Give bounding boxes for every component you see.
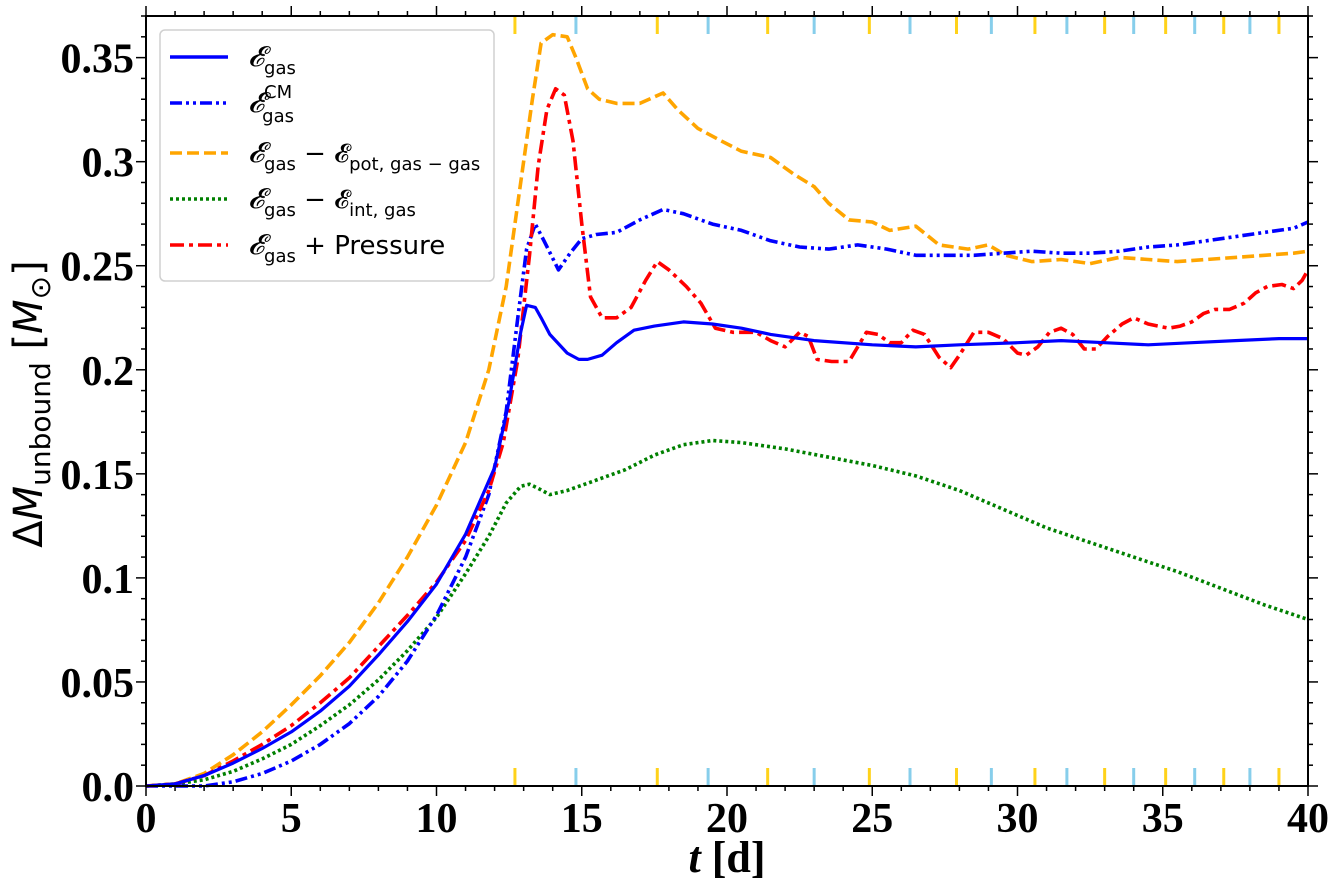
legend-label-sub: gas [264,200,296,221]
legend-label-rest: − 𝓔 [296,185,352,215]
y-tick-label: 0.3 [82,141,135,187]
legend-label-sup: CM [264,82,292,103]
plot-layer [145,16,1310,788]
y-axis-title-close: ] [6,260,52,276]
series-line-3 [145,438,1309,788]
x-tick-label: 25 [851,796,893,842]
x-tick-label: 10 [416,796,458,842]
legend-label-rest-sub: int, gas [349,200,416,221]
x-tick-label: 20 [706,796,748,842]
legend-label-sub: gas [264,246,296,267]
legend-label-rest-sub: pot, gas − gas [349,154,480,175]
y-tick-label: 0.2 [82,349,135,395]
x-tick-label: 5 [281,796,302,842]
y-axis-title-open: [ [6,334,52,362]
y-tick-label: 0.25 [61,245,135,291]
legend-label-rest: − 𝓔 [296,139,352,169]
y-axis-title-unit-sun: ⊙ [24,276,57,299]
ticks-layer [136,6,1318,796]
series-line-1 [146,207,1309,788]
series-line-4 [145,87,1310,788]
y-tick-label: 0.15 [61,453,135,499]
y-axis-title-sub: unbound [24,362,57,486]
x-tick-label: 30 [997,796,1039,842]
y-axis-title-m: M [6,486,52,521]
y-axis-title-unit-m: M [6,299,52,334]
y-axis-title-delta: Δ [6,520,52,548]
y-tick-label: 0.35 [61,37,135,83]
y-tick-label: 0.05 [61,661,135,707]
x-axis-title-unit: [d] [701,833,766,882]
x-tick-label: 40 [1287,796,1329,842]
y-axis-title: ΔMunbound [M⊙] [6,260,57,547]
legend-label-sub: gas [262,106,294,127]
legend-label: 𝓔CM gas [248,82,294,127]
x-tick-label: 0 [136,796,157,842]
legend-label-sub: gas [264,154,296,175]
legend-label-sub: gas [264,58,296,79]
x-tick-label: 15 [561,796,603,842]
legend-box [159,29,495,282]
series-line-0 [145,303,1308,788]
y-tick-label: 0.1 [82,557,135,603]
tick-labels-layer: 0 5 10 15 20 25 30 35 40 0.0 0.05 0.1 0.15 0.2 0.25 0.3… [61,37,1330,842]
x-axis-title: t [d] [688,833,765,882]
legend-label-rest: + Pressure [296,231,445,261]
series-line-2 [145,32,1309,788]
y-tick-label: 0.0 [82,765,135,811]
x-axis-title-var: t [688,833,702,882]
x-tick-label: 35 [1142,796,1184,842]
